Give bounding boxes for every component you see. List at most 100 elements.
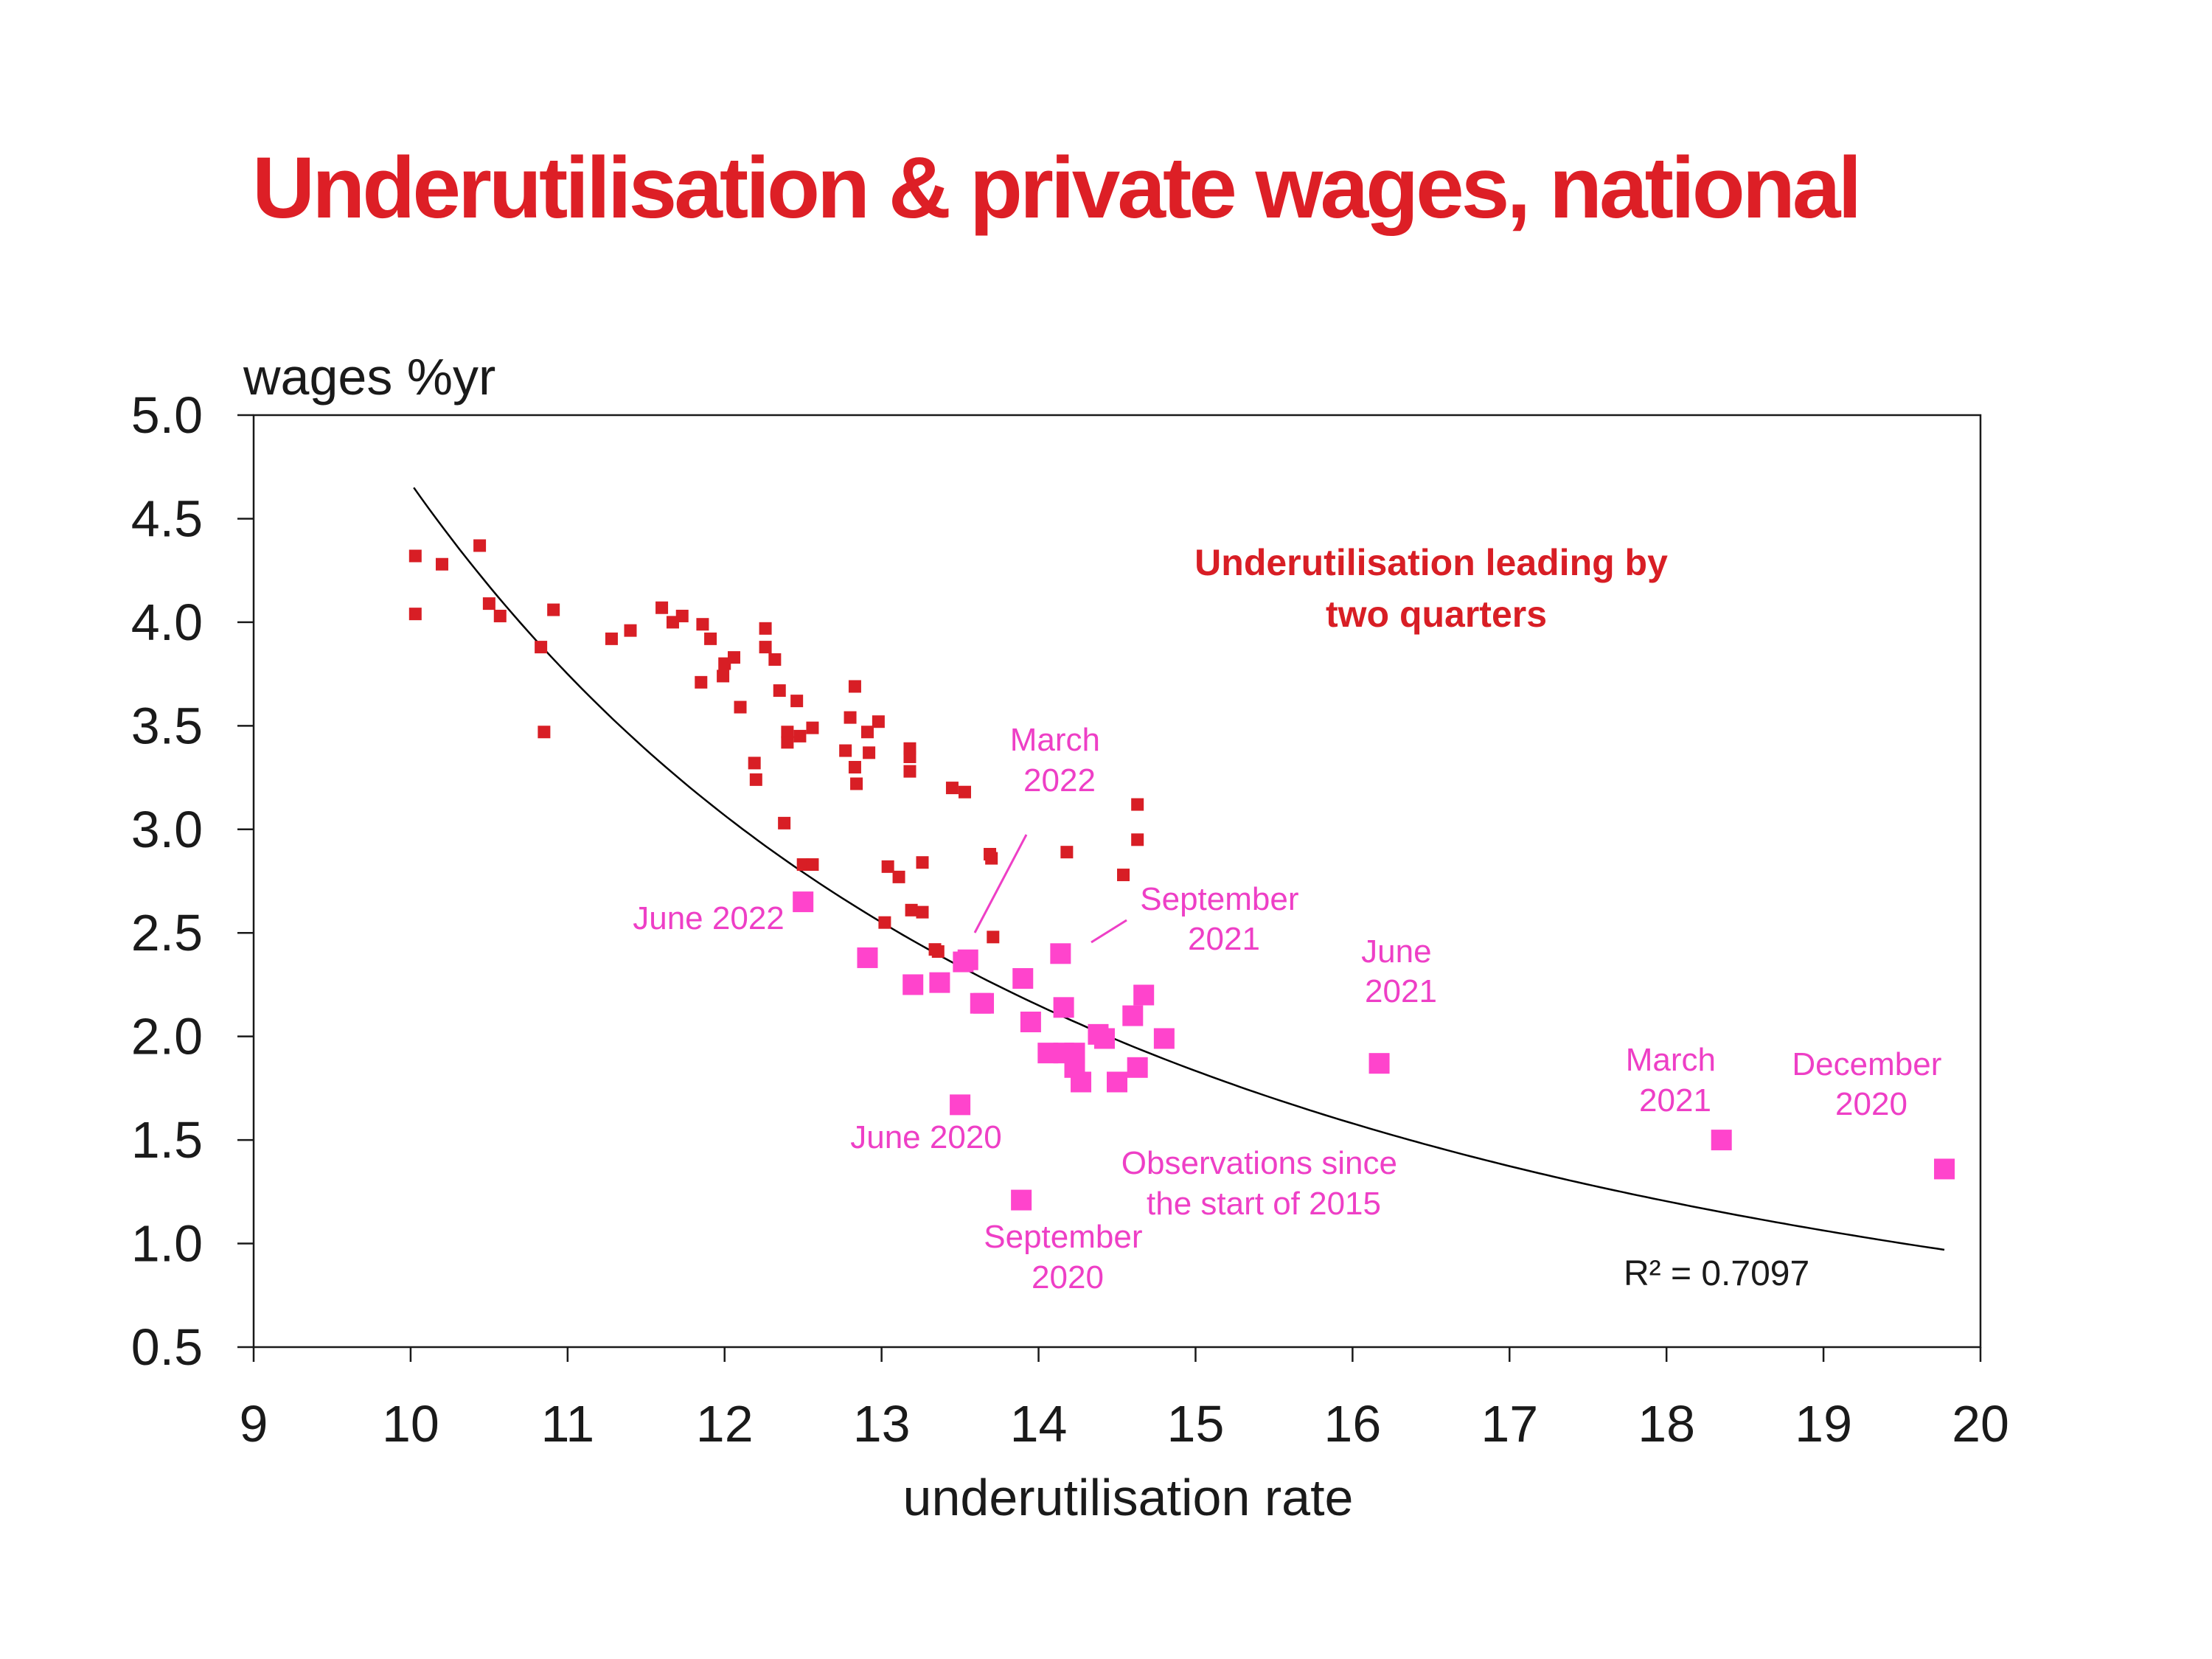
point-series-1	[806, 858, 819, 872]
lead-note: Underutilisation leading by two quarters	[1194, 542, 1678, 635]
point-series-2	[857, 947, 878, 968]
y-tick-label: 1.0	[131, 1215, 203, 1273]
point-series-2	[902, 974, 924, 995]
series-1-markers	[408, 539, 1144, 959]
x-tick-label: 11	[540, 1395, 594, 1453]
point-series-1	[905, 903, 918, 917]
point-series-2	[1368, 1053, 1390, 1074]
point-series-1	[535, 641, 548, 654]
point-series-1	[916, 905, 929, 919]
point-series-1	[881, 860, 894, 873]
x-axis-ticks: 9 10 11 12 13 14 15 16 17 18 19 20	[240, 1347, 2009, 1453]
x-tick-label: 20	[1952, 1395, 2009, 1453]
x-tick-label: 18	[1638, 1395, 1695, 1453]
point-series-1	[748, 757, 761, 770]
y-tick-label: 3.0	[131, 801, 203, 858]
point-series-2	[1107, 1071, 1127, 1093]
march-2022-leader	[973, 834, 1028, 933]
point-series-1	[806, 721, 819, 734]
point-series-1	[958, 785, 971, 799]
point-series-1	[1060, 846, 1074, 859]
point-series-2	[1711, 1130, 1732, 1151]
point-series-2	[1011, 1189, 1032, 1211]
point-series-1	[850, 777, 863, 790]
label-june-2020: June 2020	[850, 1119, 1002, 1155]
point-series-2	[950, 1094, 971, 1116]
point-series-1	[903, 750, 917, 763]
point-series-1	[790, 695, 804, 708]
label-march-2021: March 2021	[1626, 1042, 1725, 1119]
point-series-1	[666, 616, 679, 629]
y-tick-label: 0.5	[131, 1318, 203, 1376]
point-series-1	[768, 653, 782, 666]
point-series-1	[1131, 798, 1144, 811]
y-axis-label: wages %yr	[243, 348, 495, 406]
point-series-1	[844, 711, 857, 724]
point-series-1	[860, 726, 874, 739]
point-series-1	[482, 597, 495, 611]
x-tick-label: 15	[1167, 1395, 1225, 1453]
plot-frame	[252, 414, 1982, 1349]
point-series-1	[704, 632, 717, 645]
point-series-2	[793, 891, 814, 913]
chart-title: Underutilisation & private wages, nation…	[252, 139, 1859, 237]
point-series-2	[929, 972, 950, 993]
september-2021-leader	[1091, 919, 1127, 944]
point-series-1	[734, 700, 747, 714]
x-tick-label: 10	[382, 1395, 439, 1453]
point-series-1	[945, 782, 959, 795]
point-series-1	[872, 715, 885, 728]
point-series-1	[605, 632, 618, 645]
point-series-1	[863, 746, 876, 759]
trendline	[413, 487, 1945, 1251]
x-tick-label: 14	[1010, 1395, 1068, 1453]
point-series-1	[695, 675, 708, 689]
point-series-2	[957, 949, 978, 970]
point-series-2	[1934, 1158, 1955, 1180]
point-series-1	[749, 773, 762, 786]
point-series-1	[624, 624, 637, 637]
y-tick-label: 4.0	[131, 594, 203, 651]
point-series-1	[916, 856, 929, 869]
point-series-2	[1012, 968, 1034, 990]
point-series-1	[717, 669, 730, 683]
point-series-1	[781, 736, 794, 749]
point-series-1	[547, 603, 560, 616]
x-tick-label: 16	[1324, 1395, 1381, 1453]
y-axis-ticks: 0.5 1.0 1.5 2.0 2.5 3.0 3.5 4.0 4.5 5.0	[131, 386, 254, 1376]
x-tick-label: 12	[696, 1395, 754, 1453]
point-series-1	[903, 765, 917, 778]
point-series-2	[1053, 997, 1074, 1018]
point-series-1	[985, 852, 998, 865]
y-tick-label: 2.5	[131, 904, 203, 961]
y-tick-label: 1.5	[131, 1111, 203, 1169]
label-september-2021: September 2021	[1140, 881, 1307, 957]
point-series-1	[848, 680, 861, 693]
y-tick-label: 4.5	[131, 490, 203, 547]
point-series-1	[1117, 869, 1130, 882]
label-december-2020: December 2020	[1792, 1046, 1950, 1122]
point-series-2	[1122, 1005, 1144, 1026]
point-series-1	[773, 684, 786, 698]
point-series-1	[696, 618, 709, 631]
x-tick-label: 13	[853, 1395, 911, 1453]
point-series-1	[793, 729, 807, 742]
point-series-2	[1020, 1012, 1041, 1033]
point-series-1	[493, 609, 507, 622]
label-june-2022: June 2022	[633, 900, 785, 936]
point-series-1	[892, 870, 905, 883]
point-series-2	[973, 992, 995, 1014]
point-series-1	[728, 651, 741, 664]
point-series-1	[655, 601, 669, 614]
point-series-1	[675, 609, 689, 622]
point-series-1	[839, 744, 852, 757]
point-series-1	[759, 641, 772, 654]
point-series-1	[878, 916, 891, 929]
x-tick-label: 9	[240, 1395, 268, 1453]
point-series-1	[848, 761, 861, 774]
y-tick-label: 3.5	[131, 697, 203, 754]
label-september-2020: September 2020	[984, 1219, 1151, 1295]
point-series-1	[1131, 833, 1144, 846]
point-series-2	[1071, 1071, 1092, 1093]
